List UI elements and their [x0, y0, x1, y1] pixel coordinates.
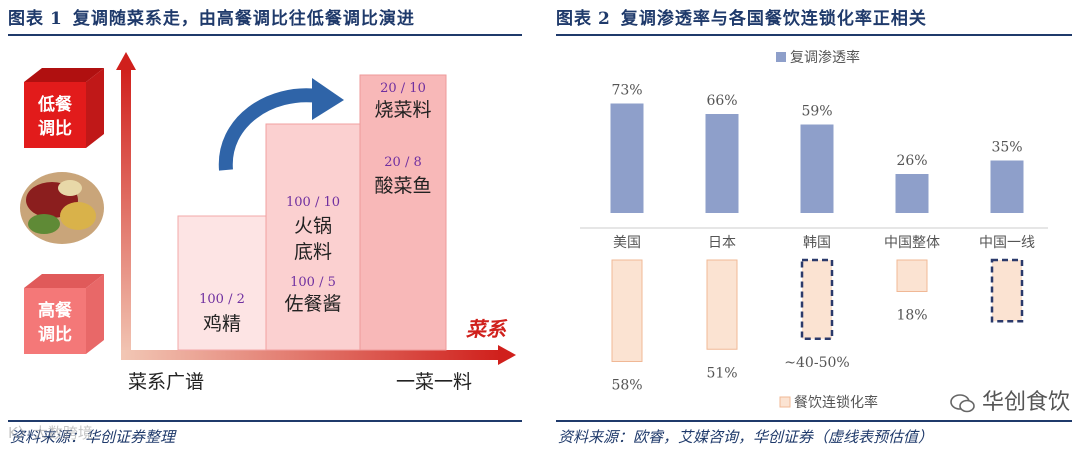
ratio-suancaiyu: 20 / 8: [384, 155, 421, 170]
penetration-value-label: 59%: [801, 104, 832, 120]
penetration-bars: 73% 66% 59% 26% 35%: [610, 83, 1024, 213]
right-source: 资料来源：欧睿，艾媒咨询，华创证券（虚线表预估值）: [558, 428, 934, 446]
x-axis-left-end: 菜系广谱: [128, 371, 204, 393]
chain-rate-box: [896, 259, 928, 292]
category-label: 美国: [613, 235, 641, 251]
watermark-text: K〉大数跨境: [8, 424, 93, 442]
step-bar-2: [265, 123, 361, 351]
left-title-rule: [8, 34, 522, 36]
category-label: 韩国: [803, 235, 831, 251]
chain-rate-label: 58%: [611, 378, 642, 394]
ratio-zuocanjiang: 100 / 5: [290, 275, 336, 290]
left-source-rule: [8, 420, 522, 422]
left-panel: 图表 1 复调随菜系走，由高餐调比往低餐调比演进 低餐 调比: [0, 0, 530, 453]
chain-rate-box: [611, 259, 643, 362]
category-labels: 美国 日本 韩国 中国整体 中国一线: [613, 235, 1035, 251]
chain-rate-boxes: 58% 51% ~40-50% 18%: [611, 258, 1024, 394]
label-suancaiyu: 酸菜鱼: [374, 175, 431, 197]
right-title: 图表 2 复调渗透率与各国餐饮连锁化率正相关: [556, 9, 927, 29]
legend-top-label: 复调渗透率: [790, 49, 860, 66]
label-shaocailiao: 烧菜料: [374, 99, 431, 121]
penetration-bar: [895, 174, 929, 213]
wechat-brand: 华创食饮: [950, 384, 1070, 416]
left-source: 资料来源：华创证券整理: [10, 428, 176, 446]
low-ratio-cube: 低餐 调比: [24, 68, 104, 148]
food-image: [20, 172, 104, 244]
right-chart: 复调渗透率 73% 66% 59% 26% 35% 美国 日本 韩国 中国整体 中国一线 58%…: [580, 49, 1048, 411]
legend-bottom: 餐饮连锁化率: [779, 394, 878, 411]
penetration-bar: [610, 103, 644, 213]
ratio-huoguo: 100 / 10: [286, 195, 340, 210]
x-axis-label: 菜系: [466, 317, 508, 341]
legend-top-swatch: [776, 52, 786, 62]
ratio-jijing: 100 / 2: [199, 292, 245, 307]
chain-rate-box: [706, 259, 738, 350]
high-ratio-label-2: 调比: [38, 324, 72, 345]
penetration-value-label: 73%: [611, 83, 642, 99]
penetration-bar: [705, 114, 739, 213]
label-zuocanjiang: 佐餐酱: [284, 293, 341, 315]
progress-arrow-icon: [218, 78, 344, 171]
low-ratio-label-2: 调比: [38, 118, 72, 139]
x-axis-right-end: 一菜一料: [396, 371, 472, 393]
x-axis: [121, 345, 516, 365]
right-panel: 图表 2 复调渗透率与各国餐饮连锁化率正相关 复调渗透率 73% 66% 59% 26% 3…: [548, 0, 1080, 453]
high-ratio-label-1: 高餐: [38, 300, 73, 321]
chain-rate-label: ~40-50%: [784, 355, 849, 371]
right-title-rule: [556, 34, 1072, 36]
ratio-shaocailiao: 20 / 10: [380, 81, 426, 96]
right-source-rule: [556, 420, 1072, 422]
label-jijing: 鸡精: [203, 313, 241, 335]
high-ratio-cube: 高餐 调比: [24, 274, 104, 354]
penetration-value-label: 66%: [706, 93, 737, 109]
step-bar-3: [359, 74, 447, 351]
chain-rate-label: 51%: [706, 365, 737, 381]
penetration-bar: [990, 160, 1024, 213]
legend-bottom-label: 餐饮连锁化率: [794, 394, 878, 411]
chain-rate-box: [800, 258, 834, 340]
left-title: 图表 1 复调随菜系走，由高餐调比往低餐调比演进: [8, 9, 415, 29]
label-huoguo-2: 底料: [294, 241, 332, 263]
category-label: 中国一线: [979, 235, 1035, 251]
category-label: 日本: [708, 235, 736, 251]
y-axis: [116, 52, 136, 358]
category-label: 中国整体: [884, 235, 940, 251]
penetration-value-label: 35%: [991, 140, 1022, 156]
legend-top: 复调渗透率: [776, 49, 860, 66]
label-huoguo-1: 火锅: [294, 215, 332, 237]
chain-rate-box: [990, 258, 1024, 323]
legend-bottom-swatch: [779, 396, 791, 408]
penetration-bar: [800, 124, 834, 213]
wechat-icon: [950, 394, 975, 413]
penetration-value-label: 26%: [896, 153, 927, 169]
left-diagram: 低餐 调比 高餐 调比 菜系 菜系广谱 一菜一: [20, 52, 516, 393]
chain-rate-label: 18%: [896, 308, 927, 324]
low-ratio-label-1: 低餐: [37, 94, 73, 115]
